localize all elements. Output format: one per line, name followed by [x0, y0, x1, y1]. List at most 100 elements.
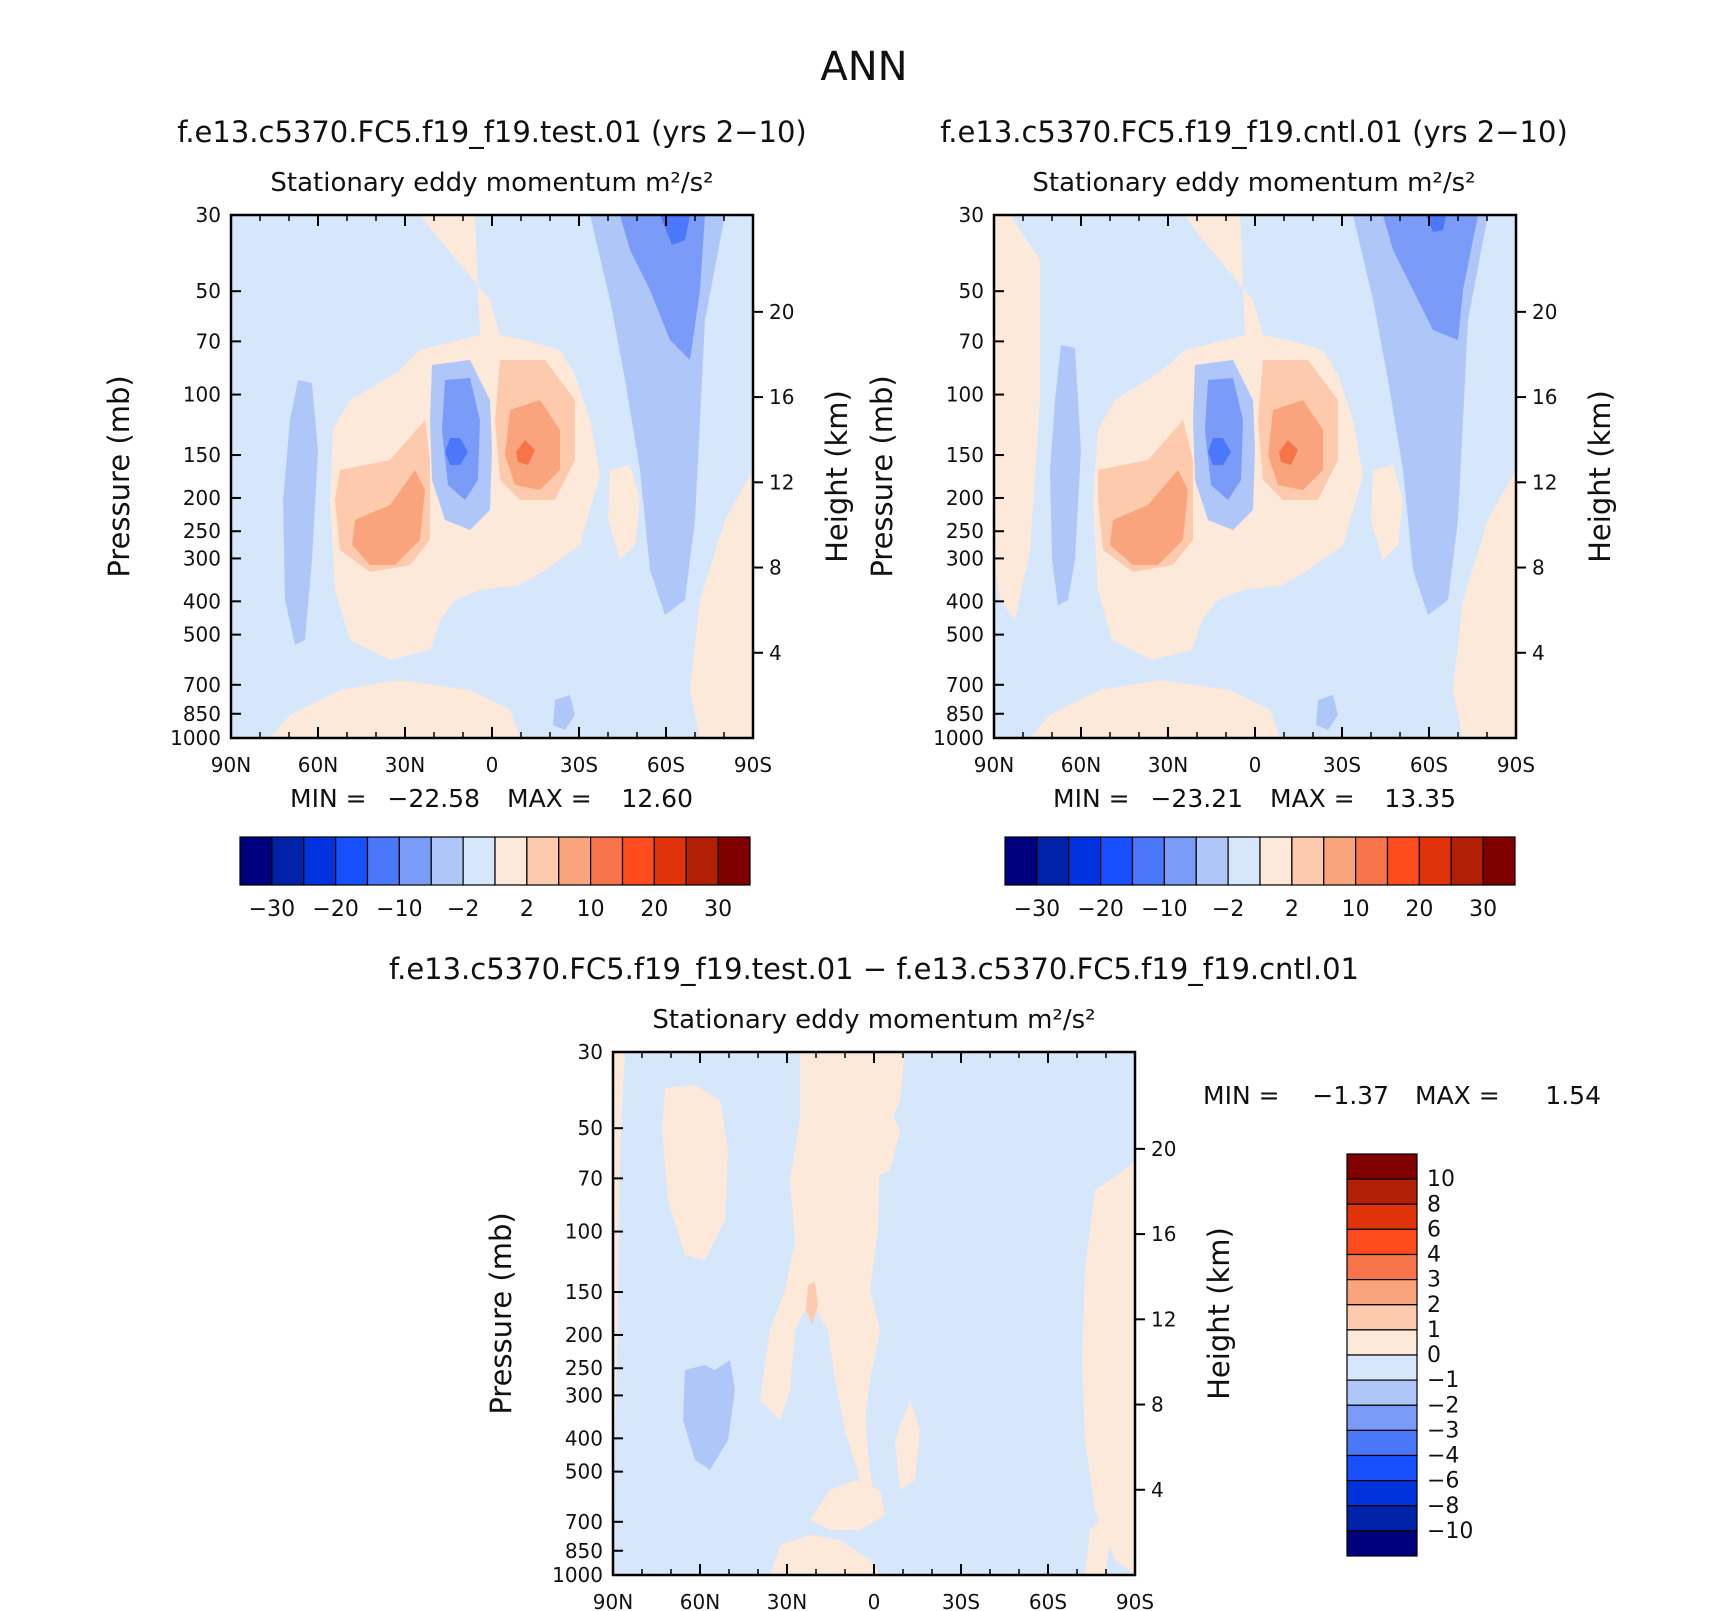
panel-cntl-y-tick-label: 300 — [946, 546, 984, 570]
panel-diff-colorbar-label: 1 — [1427, 1318, 1441, 1343]
panel-cntl-y2-tick-label: 12 — [1532, 470, 1557, 494]
panel-diff-y-axis-title: Pressure (mb) — [484, 1212, 518, 1414]
panel-test-x-tick-label: 30N — [385, 753, 425, 777]
panel-diff-colorbar-label: 2 — [1427, 1293, 1441, 1318]
panel-cntl-colorbar-label: −10 — [1141, 897, 1187, 922]
panel-diff-x-tick-label: 0 — [868, 1590, 881, 1611]
panel-diff-colorbar-label: 6 — [1427, 1217, 1441, 1242]
panel-test-band-negative-1-west — [283, 380, 318, 645]
panel-diff-colorbar-label: −1 — [1427, 1368, 1459, 1393]
panel-cntl-band-negative-2 — [1383, 215, 1478, 340]
panel-test-x-tick-label: 0 — [486, 753, 499, 777]
panel-cntl-colorbar-swatch — [1482, 836, 1516, 886]
panel-diff-y-tick-label: 400 — [565, 1426, 603, 1450]
panel-diff-min-value: −1.37 — [1312, 1081, 1389, 1110]
panel-cntl-colorbar-label: −20 — [1077, 897, 1123, 922]
panel-cntl-y2-axis-title: Height (km) — [1583, 390, 1617, 563]
panel-diff: f.e13.c5370.FC5.f19_f19.test.01 − f.e13.… — [389, 952, 1601, 1611]
panel-diff-colorbar-swatch — [1346, 1203, 1418, 1230]
panel-diff-y2-tick-label: 16 — [1151, 1222, 1176, 1246]
panel-diff-y2-tick-label: 4 — [1151, 1478, 1164, 1502]
panel-diff-colorbar-swatch — [1346, 1480, 1418, 1507]
panel-diff-x-tick-label: 60N — [680, 1590, 720, 1611]
panel-cntl-band-negative-1-surface — [1316, 695, 1338, 730]
panel-test-band-positive-3 — [352, 470, 425, 565]
panel-cntl-band-positive-light-north — [994, 215, 1040, 620]
panel-cntl-band-positive-3 — [1110, 470, 1188, 565]
panel-diff-band-positive-upper — [662, 1085, 728, 1260]
panel-diff-y-tick-label: 200 — [565, 1323, 603, 1347]
panel-cntl-min-label: MIN = — [1053, 784, 1130, 813]
panel-cntl-min-value: −23.21 — [1150, 784, 1243, 813]
panel-diff-case-title: f.e13.c5370.FC5.f19_f19.test.01 − f.e13.… — [389, 952, 1359, 986]
panel-test-y-tick-label: 850 — [183, 702, 221, 726]
panel-cntl-max-label: MAX = — [1270, 784, 1355, 813]
panel-cntl-x-tick-label: 90S — [1497, 753, 1535, 777]
panel-cntl-y-tick-label: 850 — [946, 702, 984, 726]
panel-diff-band-positive-surface-1 — [770, 1535, 880, 1575]
panel-cntl-band-negative-3-jet — [1208, 438, 1231, 465]
panel-cntl-colorbar-swatch — [1036, 836, 1070, 886]
panel-cntl-colorbar-swatch — [1450, 836, 1484, 886]
panel-cntl-y2-tick-label: 16 — [1532, 385, 1557, 409]
panel-diff-y-tick-label: 150 — [565, 1280, 603, 1304]
panel-cntl-band-positive-light-surface — [1030, 680, 1280, 738]
panel-cntl-colorbar-swatch — [1291, 836, 1325, 886]
panel-test-y-tick-label: 50 — [196, 279, 221, 303]
panel-diff-band-positive-equator — [830, 1060, 900, 1260]
panel-test-min-value: −22.58 — [387, 784, 480, 813]
panel-diff-y-tick-label: 70 — [578, 1166, 603, 1190]
panel-diff-band-positive-midlat — [895, 1400, 920, 1490]
panel-diff-y2-tick-label: 12 — [1151, 1307, 1176, 1331]
panel-cntl-colorbar-swatch — [1386, 836, 1420, 886]
panel-diff-x-tick-label: 60S — [1029, 1590, 1067, 1611]
panel-diff-band-positive-south — [1082, 1160, 1135, 1575]
panel-cntl-y-tick-label: 500 — [946, 623, 984, 647]
panel-diff-y-tick-label: 700 — [565, 1510, 603, 1534]
panel-diff-max-value: 1.54 — [1545, 1081, 1601, 1110]
panel-diff-variable-title: Stationary eddy momentum m²/s² — [652, 1005, 1095, 1035]
panel-test-colorbar-swatch — [303, 836, 337, 886]
panel-test-y2-axis-title: Height (km) — [820, 390, 854, 563]
panel-test-colorbar-swatch — [271, 836, 305, 886]
panel-test-variable-name: Stationary eddy momentum — [270, 168, 636, 198]
panel-diff-y-tick-label: 50 — [578, 1116, 603, 1140]
panel-diff-colorbar-label: −10 — [1427, 1519, 1473, 1544]
panel-test-colorbar-swatch — [685, 836, 719, 886]
panel-test-y-tick-label: 30 — [196, 203, 221, 227]
panel-test-colorbar-swatch — [558, 836, 592, 886]
panel-diff-y2-tick-label: 20 — [1151, 1137, 1176, 1161]
panel-cntl-y-tick-label: 700 — [946, 673, 984, 697]
panel-diff-y-tick-label: 850 — [565, 1539, 603, 1563]
panel-test-band-negative-2 — [620, 215, 705, 360]
panel-test-band-positive-4-jet — [516, 440, 535, 465]
panel-test-colorbar-swatch — [621, 836, 655, 886]
panel-diff-colorbar-swatch — [1346, 1253, 1418, 1281]
panel-cntl-band-negative-3 — [1426, 215, 1446, 232]
panel-test-y-tick-label: 500 — [183, 623, 221, 647]
panel-cntl-y2-tick-label: 8 — [1532, 556, 1545, 580]
panel-test-y2-tick-label: 12 — [769, 470, 794, 494]
panel-diff-colorbar-label: −3 — [1427, 1418, 1459, 1443]
panel-cntl: f.e13.c5370.FC5.f19_f19.cntl.01 (yrs 2−1… — [865, 115, 1617, 922]
panel-cntl-y-tick-label: 100 — [946, 383, 984, 407]
panel-cntl-colorbar-label: 30 — [1469, 897, 1497, 922]
panel-cntl-colorbar-swatch — [1131, 836, 1165, 886]
panel-test-x-tick-label: 30S — [560, 753, 598, 777]
panel-diff-colorbar-label: 4 — [1427, 1243, 1441, 1268]
panel-diff-y-tick-label: 500 — [565, 1460, 603, 1484]
panel-cntl-y-tick-label: 1000 — [933, 726, 984, 750]
panel-test-colorbar-swatch — [590, 836, 624, 886]
panel-diff-y2-tick-label: 8 — [1151, 1393, 1164, 1417]
panel-test-y-tick-label: 100 — [183, 383, 221, 407]
panel-test-colorbar-label: −10 — [376, 897, 422, 922]
panel-cntl-colorbar-swatch — [1418, 836, 1452, 886]
panel-test-y-tick-label: 1000 — [170, 726, 221, 750]
panel-diff-x-tick-label: 90N — [593, 1590, 633, 1611]
panel-test-y2-tick-label: 20 — [769, 300, 794, 324]
panel-cntl-y-tick-label: 30 — [959, 203, 984, 227]
panel-cntl-band-negative-2-jet — [1205, 378, 1243, 500]
panel-cntl-y2-tick-label: 20 — [1532, 300, 1557, 324]
panel-cntl-colorbar-swatch — [1195, 836, 1229, 886]
